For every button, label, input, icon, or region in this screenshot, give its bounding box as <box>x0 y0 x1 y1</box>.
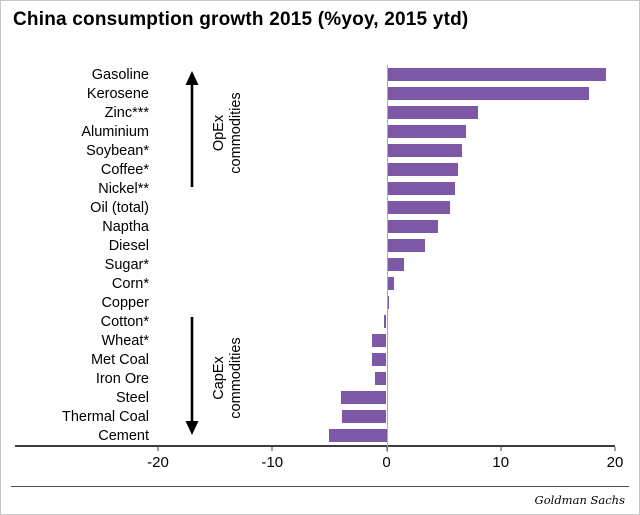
bar-track <box>158 160 615 179</box>
bar-track <box>158 65 615 84</box>
category-label: Diesel <box>108 237 149 254</box>
x-tick-label: 0 <box>382 454 391 471</box>
plot-area: Gasoline Kerosene Zinc*** Aluminium Soybean*… <box>15 65 615 452</box>
bar <box>371 334 387 347</box>
chart-row: Cement <box>15 426 615 445</box>
category-label: Iron Ore <box>95 370 149 387</box>
chart-row: Thermal Coal <box>15 407 615 426</box>
bar-track <box>158 255 615 274</box>
category-label: Zinc*** <box>104 104 149 121</box>
chart-row: Sugar* <box>15 255 615 274</box>
bar <box>386 144 462 157</box>
x-tick-label: -10 <box>261 454 284 471</box>
bar-track <box>158 350 615 369</box>
brand-label: Goldman Sachs <box>534 493 625 507</box>
chart-row: Nickel** <box>15 179 615 198</box>
category-label: Met Coal <box>90 351 149 368</box>
category-label: Wheat* <box>101 332 149 349</box>
x-tick-mark <box>386 447 387 451</box>
chart-row: Cotton* <box>15 312 615 331</box>
bar-track <box>158 179 615 198</box>
chart-row: Iron Ore <box>15 369 615 388</box>
bar <box>329 429 387 442</box>
bar <box>386 87 589 100</box>
bar-track <box>158 236 615 255</box>
x-tick-label: -20 <box>147 454 169 471</box>
category-label: Nickel** <box>98 180 149 197</box>
bar-chart: Gasoline Kerosene Zinc*** Aluminium Soybean*… <box>15 65 623 473</box>
chart-row: Steel <box>15 388 615 407</box>
category-label: Sugar* <box>104 256 149 273</box>
chart-row: Aluminium <box>15 122 615 141</box>
bar <box>371 353 387 366</box>
bar <box>386 277 395 290</box>
x-tick-mark <box>271 447 273 451</box>
bar-track <box>158 198 615 217</box>
bar <box>386 258 404 271</box>
x-axis: -20 -10 0 10 20 <box>147 447 623 473</box>
bar-track <box>158 426 615 445</box>
bar-track <box>158 84 615 103</box>
category-label: Gasoline <box>91 66 149 83</box>
bar <box>386 163 459 176</box>
category-label: Oil (total) <box>90 199 149 216</box>
bar <box>386 68 606 81</box>
bar <box>384 315 387 328</box>
category-label: Corn* <box>111 275 149 292</box>
bar-track <box>158 293 615 312</box>
chart-row: Met Coal <box>15 350 615 369</box>
category-label: Cotton* <box>100 313 149 330</box>
chart-title: China consumption growth 2015 (%yoy, 201… <box>13 9 469 30</box>
chart-row: Zinc*** <box>15 103 615 122</box>
bar <box>386 239 426 252</box>
bar-track <box>158 331 615 350</box>
category-label: Cement <box>98 427 149 444</box>
category-label: Coffee* <box>100 161 149 178</box>
category-label: Naptha <box>102 218 149 235</box>
chart-row: Oil (total) <box>15 198 615 217</box>
bar-track <box>158 388 615 407</box>
footer-divider <box>11 486 629 487</box>
bar <box>386 296 389 309</box>
chart-row: Corn* <box>15 274 615 293</box>
x-tick-mark <box>157 447 159 451</box>
chart-row: Coffee* <box>15 160 615 179</box>
x-tick-mark <box>614 447 616 451</box>
bar <box>386 182 456 195</box>
bar-track <box>158 122 615 141</box>
bar <box>341 410 387 423</box>
category-label: Kerosene <box>86 85 149 102</box>
bar <box>340 391 387 404</box>
bar-track <box>158 141 615 160</box>
bar <box>386 201 451 214</box>
bar <box>386 125 467 138</box>
chart-row: Naptha <box>15 217 615 236</box>
x-tick-mark <box>500 447 502 451</box>
chart-row: Diesel <box>15 236 615 255</box>
bar <box>386 106 478 119</box>
bar-track <box>158 312 615 331</box>
chart-row: Gasoline <box>15 65 615 84</box>
x-tick-label: 20 <box>606 454 624 471</box>
category-label: Thermal Coal <box>61 408 149 425</box>
bar-track <box>158 407 615 426</box>
category-label: Steel <box>115 389 149 406</box>
chart-row: Kerosene <box>15 84 615 103</box>
category-label: Copper <box>101 294 149 311</box>
bar-track <box>158 217 615 236</box>
chart-row: Soybean* <box>15 141 615 160</box>
category-label: Soybean* <box>86 142 149 159</box>
bar <box>375 372 387 385</box>
bar-track <box>158 369 615 388</box>
bar <box>386 220 438 233</box>
category-label: Aluminium <box>81 123 149 140</box>
chart-row: Copper <box>15 293 615 312</box>
zero-axis-line <box>386 65 388 452</box>
bar-track <box>158 103 615 122</box>
chart-row: Wheat* <box>15 331 615 350</box>
x-tick-label: 10 <box>492 454 510 471</box>
bar-track <box>158 274 615 293</box>
